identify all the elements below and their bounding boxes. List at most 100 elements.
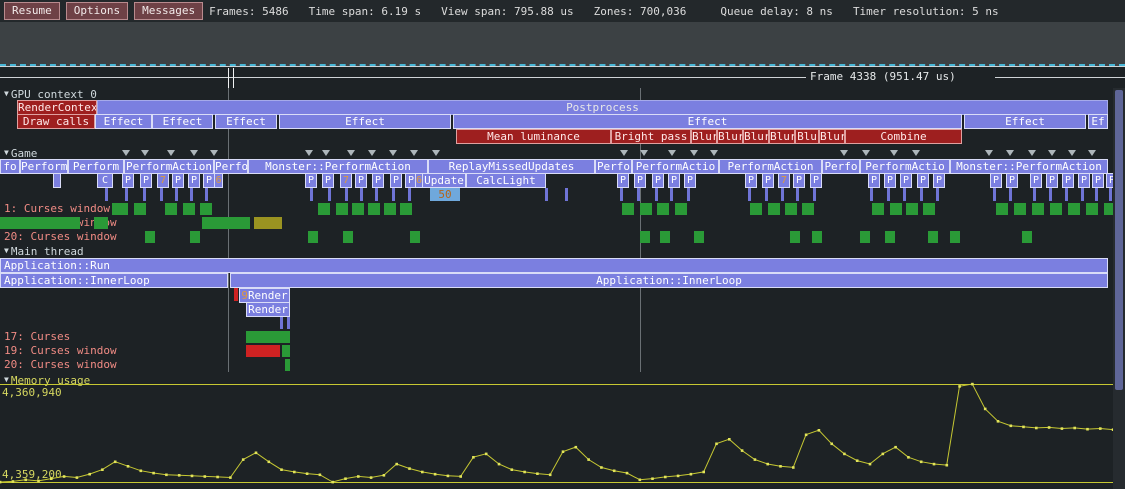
game-zone-2[interactable]: Perform: [20, 159, 68, 174]
game-zone-7[interactable]: ReplayMissedUpdates: [428, 159, 595, 174]
game-subzone[interactable]: P: [652, 173, 664, 188]
ruler-handle-a[interactable]: [228, 68, 229, 88]
main-zone-innerloop-1[interactable]: Application::InnerLoop: [0, 273, 228, 288]
gpu-zone-bright-pass[interactable]: Bright pass: [611, 129, 691, 144]
game-thread-bar[interactable]: [1086, 203, 1098, 215]
game-thread-bar[interactable]: [165, 203, 177, 215]
game-subzone[interactable]: P: [1092, 173, 1104, 188]
game-subzone[interactable]: P: [745, 173, 757, 188]
game-subzone[interactable]: P: [355, 173, 367, 188]
game-thread-bar[interactable]: [640, 203, 652, 215]
section-gpu-context-0[interactable]: ▼ GPU context 0: [4, 88, 97, 101]
game-thread-bar[interactable]: [675, 203, 687, 215]
game-thread-bar[interactable]: [308, 231, 318, 243]
game-zone-5[interactable]: Perfor: [214, 159, 248, 174]
game-subzone[interactable]: 7: [157, 173, 169, 188]
game-thread-bar[interactable]: [336, 203, 348, 215]
game-thread-bar[interactable]: [410, 231, 420, 243]
game-thread-bar[interactable]: [812, 231, 822, 243]
game-subzone[interactable]: P: [1062, 173, 1074, 188]
game-zone-6[interactable]: Monster::PerformAction: [248, 159, 428, 174]
game-subzone[interactable]: 6: [214, 173, 223, 188]
memory-usage-plot[interactable]: 4,360,940 4,359,200: [0, 372, 1125, 489]
gpu-zone-blur-6[interactable]: Blur: [819, 129, 845, 144]
game-subzone[interactable]: P: [917, 173, 929, 188]
game-zone-9[interactable]: PerformActio: [632, 159, 719, 174]
game-subzone[interactable]: P: [990, 173, 1002, 188]
game-thread-bar[interactable]: [94, 217, 108, 229]
game-thread-bar[interactable]: [183, 203, 195, 215]
game-thread-bar[interactable]: [660, 231, 670, 243]
game-subzone[interactable]: P: [762, 173, 774, 188]
thread-label-main-17[interactable]: 17: Curses: [4, 330, 71, 343]
game-zone-1[interactable]: fo: [0, 159, 20, 174]
thread-label-game-1[interactable]: 1: Curses window: [4, 202, 110, 215]
game-plot-value[interactable]: 50: [430, 188, 460, 201]
game-thread-bar[interactable]: [343, 231, 353, 243]
game-subzone[interactable]: 7: [340, 173, 352, 188]
game-thread-bar[interactable]: [190, 231, 200, 243]
game-thread-bar[interactable]: [134, 203, 146, 215]
thread-label-main-19[interactable]: 19: Curses window: [4, 344, 117, 357]
game-subzone[interactable]: P: [390, 173, 402, 188]
game-thread-bar[interactable]: [694, 231, 704, 243]
game-subzone[interactable]: P: [634, 173, 646, 188]
game-thread-bar[interactable]: [890, 203, 902, 215]
gpu-zone-blur-4[interactable]: Blur: [769, 129, 795, 144]
section-memory-usage[interactable]: ▼ Memory usage: [4, 374, 90, 387]
game-zone-11[interactable]: Perfo: [822, 159, 860, 174]
game-thread-bar[interactable]: [384, 203, 396, 215]
game-thread-bar[interactable]: [657, 203, 669, 215]
game-thread-bar[interactable]: [750, 203, 762, 215]
gpu-zone-blur-2[interactable]: Blur: [717, 129, 743, 144]
game-subzone[interactable]: P: [684, 173, 696, 188]
game-thread-bar[interactable]: [768, 203, 780, 215]
game-thread-bar[interactable]: [928, 231, 938, 243]
game-subzone[interactable]: P: [122, 173, 134, 188]
thread-label-main-20[interactable]: 20: Curses window: [4, 358, 117, 371]
game-thread-bar[interactable]: [906, 203, 918, 215]
gpu-zone-effect-2[interactable]: Effect: [152, 114, 213, 129]
game-thread-bar[interactable]: [1068, 203, 1080, 215]
main-bar-19-green[interactable]: [282, 345, 290, 357]
game-subzone[interactable]: P: [1006, 173, 1018, 188]
game-thread-bar-olive[interactable]: [254, 217, 282, 229]
main-zone-innerloop-2[interactable]: Application::InnerLoop: [230, 273, 1108, 288]
game-subzone[interactable]: [53, 173, 61, 188]
game-thread-bar[interactable]: [352, 203, 364, 215]
game-thread-bar[interactable]: [885, 231, 895, 243]
gpu-zone-effect-5[interactable]: Effect: [453, 114, 962, 129]
game-thread-bar[interactable]: [400, 203, 412, 215]
main-bar-20[interactable]: [285, 359, 290, 371]
game-thread-bar[interactable]: [112, 203, 128, 215]
ruler-handle-b[interactable]: [233, 68, 234, 88]
game-subzone[interactable]: P: [372, 173, 384, 188]
game-subzone[interactable]: P: [188, 173, 200, 188]
main-bar-17[interactable]: [246, 331, 290, 343]
game-subzone[interactable]: P: [884, 173, 896, 188]
game-subzone[interactable]: P: [900, 173, 912, 188]
game-thread-bar[interactable]: [860, 231, 870, 243]
gpu-zone-effect-1[interactable]: Effect: [95, 114, 152, 129]
game-thread-bar[interactable]: [950, 231, 960, 243]
game-subzone[interactable]: P: [793, 173, 805, 188]
game-thread-bar[interactable]: [368, 203, 380, 215]
game-subzone[interactable]: P: [810, 173, 822, 188]
game-thread-bar[interactable]: [996, 203, 1008, 215]
game-thread-bar[interactable]: [802, 203, 814, 215]
game-subzone[interactable]: P: [1046, 173, 1058, 188]
game-thread-bar[interactable]: [640, 231, 650, 243]
resume-button[interactable]: Resume: [4, 2, 60, 20]
gpu-zone-drawcalls[interactable]: Draw calls: [17, 114, 95, 129]
game-thread-bar[interactable]: [1032, 203, 1044, 215]
gpu-zone-blur-5[interactable]: Blu: [795, 129, 819, 144]
game-thread-bar[interactable]: [202, 217, 250, 229]
gpu-zone-blur-1[interactable]: Blur: [691, 129, 717, 144]
game-subzone[interactable]: P: [1078, 173, 1090, 188]
game-subzone[interactable]: P: [868, 173, 880, 188]
game-subzone[interactable]: P: [172, 173, 184, 188]
gpu-zone-effect-6[interactable]: Effect: [964, 114, 1086, 129]
gpu-zone-rendercontext[interactable]: RenderContext: [17, 100, 97, 115]
game-thread-bar[interactable]: [790, 231, 800, 243]
game-thread-bar[interactable]: [622, 203, 634, 215]
